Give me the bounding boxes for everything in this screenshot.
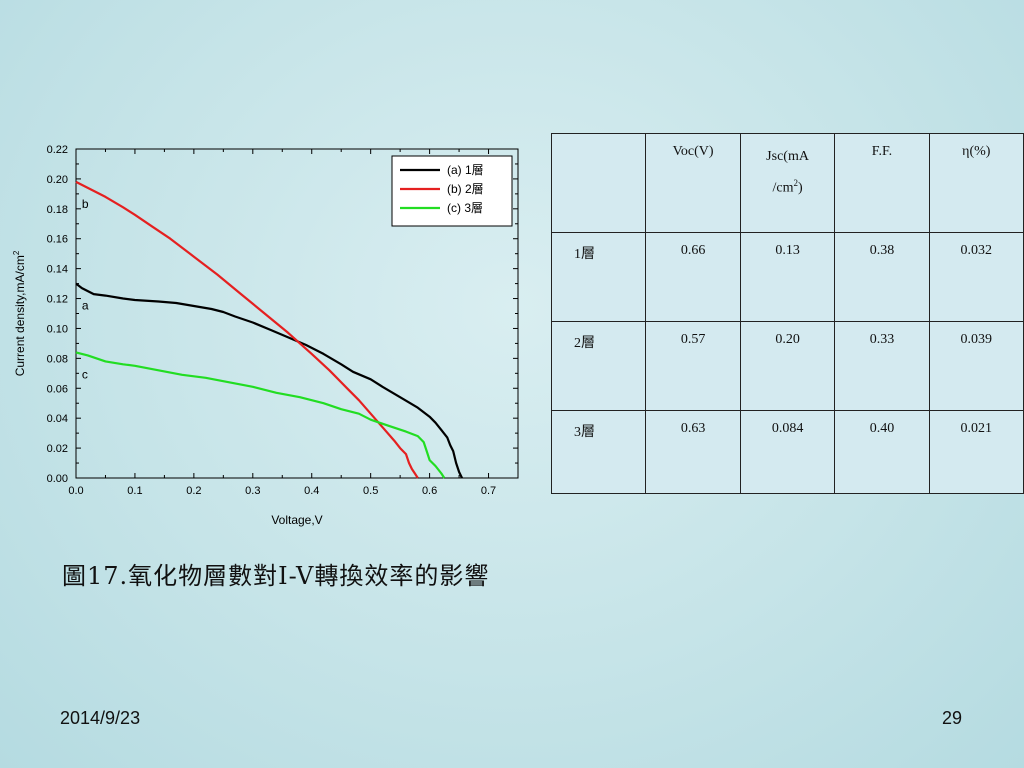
- y-axis-title-superscript: 2: [12, 250, 21, 255]
- table-cell: 0.63: [645, 410, 741, 494]
- x-axis-title: Voltage,V: [271, 513, 322, 527]
- table-cell: 1層: [550, 232, 647, 322]
- legend: (a) 1層 (b) 2層 (c) 3層: [391, 155, 513, 227]
- table-cell: 0.40: [834, 410, 930, 494]
- y-tick-label: 0.16: [47, 234, 68, 246]
- header-cell-eta: η(%): [928, 133, 1024, 233]
- jsc-close: ): [797, 180, 803, 196]
- y-axis-title: Current density,mA/cm2: [12, 250, 27, 376]
- y-tick-label: 0.04: [47, 413, 68, 425]
- y-tick-label: 0.12: [47, 294, 68, 306]
- table-cell: 0.20: [739, 321, 836, 411]
- page-number: 29: [942, 708, 963, 728]
- header-cell-voc: Voc(V): [645, 133, 741, 233]
- y-tick-label: 0.20: [47, 174, 68, 186]
- table-row: 3層 0.63 0.084 0.40 0.021: [550, 410, 1024, 494]
- table-cell: 0.66: [645, 232, 741, 322]
- header-cell-empty: [550, 133, 647, 233]
- header-cell-jsc: Jsc(mA /cm2): [739, 133, 836, 233]
- results-table-container: Voc(V) Jsc(mA /cm2) F.F. η(%) 1層 0.66 0.…: [550, 133, 1024, 494]
- y-tick-label: 0.10: [47, 323, 68, 335]
- y-tick-label: 0.08: [47, 353, 68, 365]
- legend-label: (b) 2層: [447, 182, 484, 196]
- jsc-line2: /cm2): [745, 170, 830, 202]
- table-cell: 0.33: [834, 321, 930, 411]
- figure-caption: 圖17.氧化物層數對I-V轉換效率的影響: [62, 562, 490, 590]
- y-tick-label: 0.06: [47, 383, 68, 395]
- curve-labels: b a c: [82, 197, 89, 381]
- iv-chart: 0.0 0.1 0.2 0.3 0.4 0.5 0.6 0.7 0.00 0.02 0.04 0.06…: [10, 140, 530, 530]
- chart-svg: 0.0 0.1 0.2 0.3 0.4 0.5 0.6 0.7 0.00 0.02 0.04 0.06…: [12, 144, 519, 527]
- x-tick-label: 0.7: [481, 485, 496, 497]
- table-cell: 0.039: [928, 321, 1024, 411]
- table-row: 1層 0.66 0.13 0.38 0.032: [550, 232, 1024, 322]
- curve-label: a: [82, 299, 89, 313]
- y-tick-label: 0.14: [47, 264, 68, 276]
- table-cell: 0.021: [928, 410, 1024, 494]
- series-line-1: [75, 180, 419, 479]
- jsc-sup: 2: [793, 178, 798, 188]
- y-tick-label: 0.00: [47, 473, 68, 485]
- table-cell: 0.38: [834, 232, 930, 322]
- table-cell: 3層: [550, 410, 647, 494]
- footer-date: 2014/9/23: [60, 708, 141, 728]
- x-tick-label: 0.0: [68, 485, 83, 497]
- curve-label: b: [82, 197, 89, 211]
- y-axis-title-text: Current density,mA/cm: [13, 255, 27, 376]
- jsc-unit: /cm: [772, 180, 794, 196]
- series-line-0: [75, 282, 463, 479]
- table-cell: 2層: [550, 321, 647, 411]
- series-line-2: [75, 351, 446, 479]
- curve-label: c: [82, 367, 88, 381]
- table-cell: 0.57: [645, 321, 741, 411]
- header-cell-ff: F.F.: [834, 133, 930, 233]
- table-header-row: Voc(V) Jsc(mA /cm2) F.F. η(%): [550, 133, 1024, 233]
- series-layer: [75, 180, 463, 479]
- y-tick-label: 0.22: [47, 144, 68, 156]
- legend-box: [391, 155, 513, 227]
- x-tick-label: 0.6: [422, 485, 437, 497]
- jsc-line1: Jsc(mA: [766, 149, 809, 164]
- table-cell: 0.084: [739, 410, 836, 494]
- axis-ticks: 0.0 0.1 0.2 0.3 0.4 0.5 0.6 0.7 0.00 0.02 0.04 0.06…: [47, 144, 519, 497]
- x-tick-label: 0.3: [245, 485, 260, 497]
- x-tick-label: 0.4: [304, 485, 319, 497]
- x-tick-label: 0.2: [186, 485, 201, 497]
- table-cell: 0.13: [739, 232, 836, 322]
- x-tick-label: 0.1: [127, 485, 142, 497]
- results-table: Voc(V) Jsc(mA /cm2) F.F. η(%) 1層 0.66 0.…: [550, 133, 1024, 494]
- legend-label: (a) 1層: [447, 163, 484, 177]
- y-tick-label: 0.02: [47, 443, 68, 455]
- x-tick-label: 0.5: [363, 485, 378, 497]
- table-cell: 0.032: [928, 232, 1024, 322]
- table-row: 2層 0.57 0.20 0.33 0.039: [550, 321, 1024, 411]
- y-tick-label: 0.18: [47, 204, 68, 216]
- legend-label: (c) 3層: [447, 201, 483, 215]
